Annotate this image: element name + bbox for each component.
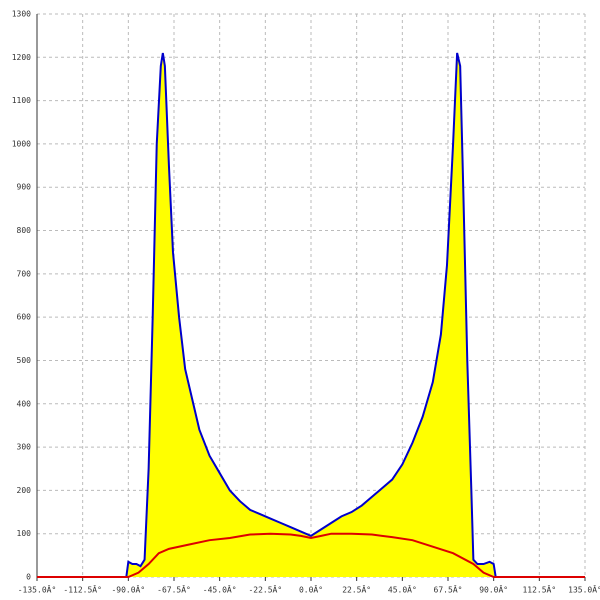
y-tick-label: 700 (17, 269, 32, 278)
y-tick-label: 200 (17, 486, 32, 495)
x-tick-label: 135.0Â° (568, 584, 600, 595)
x-tick-label: 67.5Â° (434, 584, 463, 595)
x-tick-label: -67.5Â° (157, 584, 191, 595)
line (125, 52, 497, 578)
x-tick-label: -112.5Â° (63, 584, 102, 595)
y-tick-label: 0 (26, 573, 31, 582)
x-tick-label: 45.0Â° (388, 584, 417, 595)
y-tick-label: 1000 (12, 139, 31, 148)
x-tick-label: -135.0Â° (18, 584, 57, 595)
y-tick-label: 1300 (12, 10, 31, 19)
x-tick-label: -22.5Â° (248, 584, 282, 595)
y-tick-label: 900 (17, 183, 32, 192)
x-tick-label: -45.0Â° (203, 584, 237, 595)
line (37, 532, 585, 578)
y-tick-label: 600 (17, 313, 32, 322)
y-tick-label: 1200 (12, 53, 31, 62)
area (126, 52, 496, 577)
y-tick-label: 1100 (12, 96, 31, 105)
y-tick-label: 800 (17, 226, 32, 235)
x-tick-label: 22.5Â° (342, 584, 371, 595)
x-tick-label: 0.0Â° (299, 584, 323, 595)
y-tick-label: 100 (17, 529, 32, 538)
y-tick-label: 500 (17, 356, 32, 365)
y-tick-label: 300 (17, 443, 32, 452)
x-tick-label: 112.5Â° (522, 584, 556, 595)
x-tick-label: 90.0Â° (479, 584, 508, 595)
x-tick-label: -90.0Â° (111, 584, 145, 595)
y-tick-label: 400 (17, 399, 32, 408)
